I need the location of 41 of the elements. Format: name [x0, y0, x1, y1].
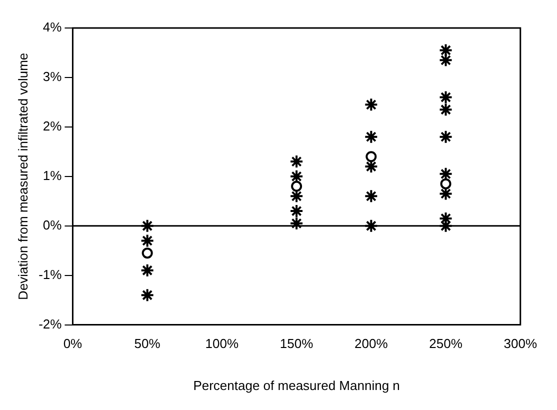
point — [142, 248, 153, 259]
x-tick-label: 0% — [63, 336, 83, 352]
point — [140, 288, 154, 302]
point — [440, 178, 452, 190]
y-axis-title: Deviation from measured infiltrated volume — [15, 52, 30, 300]
point — [438, 90, 453, 104]
y-tick-label: 0% — [42, 217, 62, 232]
y-tick-label: -1% — [38, 266, 62, 282]
point — [438, 166, 453, 181]
point — [290, 204, 304, 218]
point — [290, 154, 304, 169]
x-tick-label: 100% — [205, 336, 239, 352]
x-tick-label: 150% — [280, 336, 314, 352]
y-tick-label: 1% — [42, 168, 62, 183]
y-tick-label: 2% — [42, 118, 62, 134]
point — [438, 53, 453, 68]
point — [364, 98, 378, 112]
y-tick-label: -2% — [38, 316, 62, 332]
point — [438, 130, 453, 144]
x-tick-label: 50% — [134, 336, 161, 352]
point — [438, 43, 453, 58]
y-tick-label: 4% — [42, 20, 62, 35]
point — [438, 186, 453, 201]
point — [364, 189, 378, 204]
x-axis-title: Percentage of measured Manning n — [193, 378, 400, 393]
point — [290, 189, 304, 204]
x-tick-label: 250% — [429, 336, 463, 352]
point — [140, 263, 154, 278]
point — [438, 102, 453, 117]
x-tick-label: 300% — [504, 336, 538, 352]
point — [366, 151, 377, 162]
point — [140, 234, 154, 248]
point — [290, 169, 304, 184]
point — [364, 130, 378, 144]
point — [364, 218, 378, 233]
x-tick-label: 200% — [354, 336, 388, 352]
point — [140, 218, 154, 233]
y-tick-label: 3% — [42, 69, 62, 84]
point — [290, 216, 304, 230]
point — [364, 160, 378, 174]
point — [291, 180, 302, 192]
